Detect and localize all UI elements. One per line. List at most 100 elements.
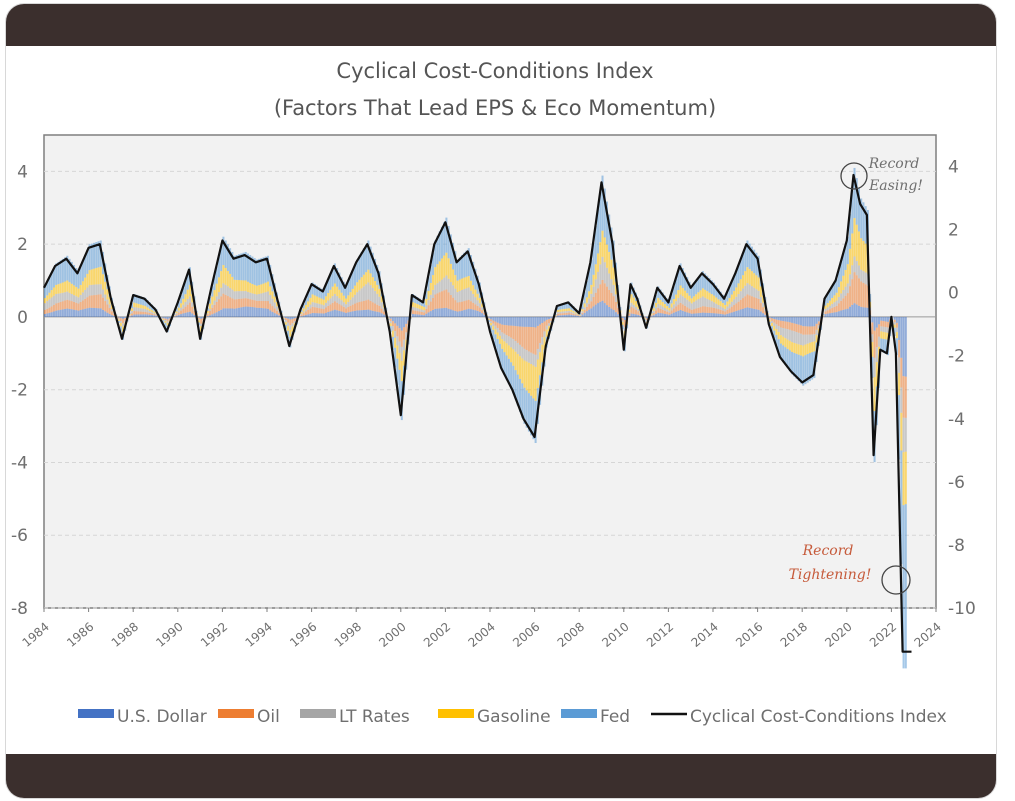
- factor-bar: [353, 310, 356, 317]
- factor-bar: [380, 308, 383, 314]
- factor-bar: [226, 270, 229, 287]
- factor-bar: [828, 305, 831, 310]
- factor-bar: [828, 309, 831, 314]
- factor-bar: [282, 317, 285, 319]
- factor-bar: [498, 335, 501, 344]
- factor-bar: [808, 353, 811, 382]
- factor-bar: [209, 315, 212, 317]
- factor-bar: [44, 303, 47, 310]
- factor-bar: [590, 301, 593, 309]
- factor-bar: [367, 309, 370, 317]
- factor-bar: [824, 311, 827, 315]
- factor-bar: [701, 271, 704, 289]
- right-tick-label: -2: [948, 347, 965, 367]
- factor-bar: [70, 283, 73, 294]
- factor-bar: [895, 322, 898, 328]
- factor-bar: [396, 345, 399, 359]
- factor-bar: [585, 306, 588, 312]
- factor-bar: [215, 283, 218, 297]
- factor-bar: [389, 321, 392, 324]
- factor-bar: [289, 319, 292, 326]
- factor-bar: [755, 309, 758, 317]
- factor-bar: [576, 315, 579, 317]
- factor-bar: [744, 285, 747, 297]
- factor-bar: [900, 412, 903, 451]
- factor-bar: [48, 292, 51, 300]
- factor-bar: [902, 505, 905, 669]
- right-tick-label: -8: [948, 536, 965, 556]
- factor-bar: [353, 303, 356, 311]
- factor-bar: [449, 281, 452, 296]
- factor-bar: [162, 320, 165, 324]
- factor-bar: [50, 312, 53, 317]
- factor-bar: [347, 301, 350, 308]
- factor-bar: [271, 311, 274, 317]
- factor-bar: [110, 304, 113, 310]
- factor-bar: [64, 257, 67, 282]
- factor-bar: [605, 286, 608, 306]
- factor-bar: [902, 376, 905, 418]
- factor-bar: [46, 301, 49, 309]
- factor-bar: [467, 276, 470, 288]
- factor-bar: [48, 299, 51, 308]
- factor-bar: [456, 280, 459, 293]
- factor-bar: [550, 320, 553, 323]
- factor-bar: [862, 271, 865, 283]
- factor-bar: [862, 240, 865, 272]
- chart-frame: Cyclical Cost-Conditions Index (Factors …: [6, 4, 996, 798]
- factor-bar: [436, 308, 439, 317]
- factor-bar: [882, 326, 885, 332]
- factor-bar: [66, 255, 69, 281]
- factor-bar: [95, 242, 98, 268]
- factor-bar: [476, 305, 479, 311]
- factor-bar: [833, 282, 836, 296]
- factor-bar: [512, 349, 515, 366]
- factor-bar: [72, 295, 76, 302]
- factor-bar: [559, 304, 562, 310]
- factor-bar: [416, 297, 419, 305]
- factor-bar: [770, 320, 774, 324]
- factor-bar: [585, 281, 588, 298]
- factor-bar: [844, 295, 847, 310]
- factor-bar: [249, 299, 252, 307]
- factor-bar: [97, 284, 100, 295]
- factor-bar: [545, 319, 548, 326]
- factor-bar: [380, 313, 383, 317]
- factor-bar: [50, 297, 53, 307]
- factor-bar: [454, 310, 457, 317]
- factor-bar: [621, 317, 624, 321]
- left-tick-label: 4: [17, 162, 28, 182]
- factor-bar: [351, 311, 354, 317]
- factor-bar: [423, 315, 426, 317]
- factor-bar: [786, 339, 789, 349]
- factor-bar: [530, 364, 533, 396]
- factor-bar: [699, 312, 702, 317]
- factor-bar: [353, 264, 356, 286]
- factor-bar: [753, 273, 756, 288]
- factor-bar: [414, 314, 417, 317]
- factor-bar: [523, 387, 526, 424]
- factor-bar: [242, 291, 245, 299]
- factor-bar: [191, 306, 194, 314]
- factor-bar: [66, 308, 69, 317]
- left-tick-label: 0: [17, 308, 28, 328]
- factor-bar: [851, 279, 854, 305]
- factor-bar: [233, 255, 236, 280]
- factor-bar: [791, 330, 794, 343]
- factor-bar: [795, 316, 798, 325]
- factor-bar: [144, 297, 147, 306]
- factor-bar: [213, 290, 216, 301]
- factor-bar: [581, 302, 584, 310]
- factor-bar: [454, 288, 457, 301]
- factor-bar: [797, 344, 800, 355]
- factor-bar: [588, 304, 591, 310]
- factor-bar: [72, 285, 76, 296]
- factor-bar: [336, 286, 339, 297]
- factor-bar: [68, 258, 71, 283]
- factor-bar: [628, 313, 631, 316]
- factor-bar: [802, 334, 805, 346]
- factor-bar: [657, 297, 660, 304]
- factor-bar: [244, 298, 247, 307]
- factor-bar: [842, 298, 845, 310]
- factor-bar: [246, 281, 249, 292]
